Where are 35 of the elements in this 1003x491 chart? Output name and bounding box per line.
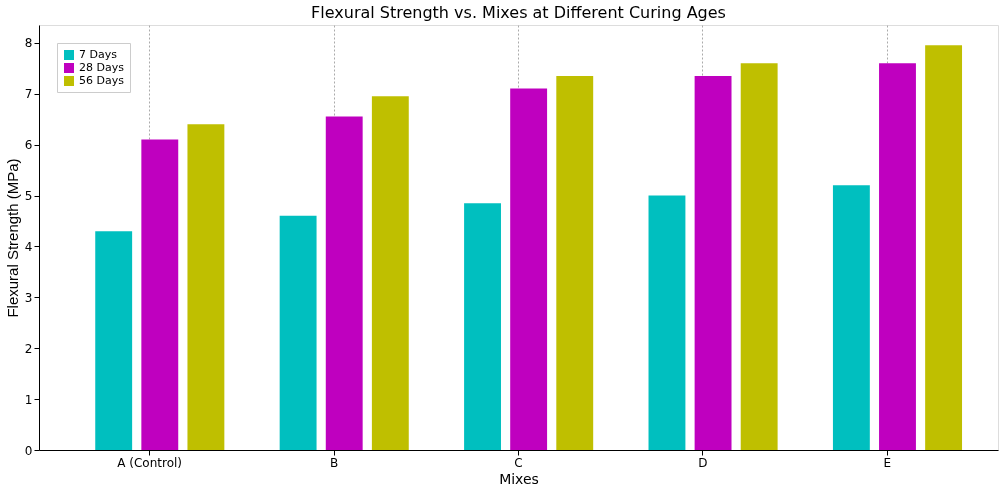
bar — [832, 185, 870, 450]
x-tick-label: E — [883, 455, 892, 470]
x-tick-label: B — [329, 455, 339, 470]
y-tick-label: 0 — [24, 443, 33, 458]
y-tick-label: 4 — [24, 239, 33, 254]
legend-label: 7 Days — [79, 48, 118, 61]
x-tick-label: A (Control) — [117, 455, 183, 470]
bar — [95, 231, 133, 450]
bar — [740, 63, 778, 450]
bar — [510, 88, 548, 450]
x-axis-title: Mixes — [499, 470, 539, 487]
x-tick-label: C — [514, 455, 523, 470]
bar — [187, 124, 225, 450]
y-tick-label: 8 — [24, 36, 33, 51]
y-tick-label: 2 — [24, 341, 33, 356]
bar — [371, 96, 409, 450]
bar — [325, 116, 363, 450]
bar — [464, 203, 501, 450]
x-tick-label: D — [698, 455, 708, 470]
bar — [556, 75, 594, 450]
y-axis-title: Flexural Strength (MPa) — [3, 158, 21, 318]
legend-label: 56 Days — [79, 74, 125, 87]
legend-label: 28 Days — [79, 61, 125, 74]
bar — [694, 75, 732, 450]
y-tick-label: 5 — [24, 189, 33, 204]
bar — [141, 139, 179, 450]
y-tick-label: 6 — [24, 138, 33, 153]
bar — [879, 63, 916, 450]
chart-title: Flexural Strength vs. Mixes at Different Curing Ages — [311, 3, 726, 22]
y-tick-label: 3 — [24, 290, 33, 305]
bar — [925, 45, 963, 450]
y-tick-label: 7 — [24, 87, 33, 102]
y-tick-label: 1 — [24, 392, 33, 407]
bar — [279, 215, 317, 450]
bar — [648, 195, 686, 450]
